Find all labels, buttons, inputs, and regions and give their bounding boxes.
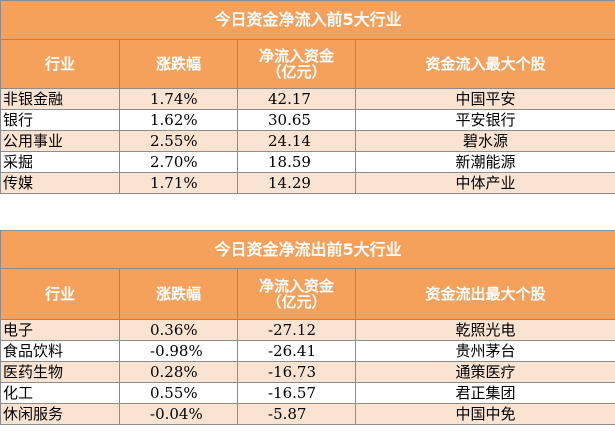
amount-cell: 24.14: [237, 130, 356, 152]
table-row: 休闲服务 -0.04% -5.87 中国中免: [0, 403, 615, 425]
outflow-header-change: 涨跌幅: [119, 268, 238, 320]
outflow-header-amount-line1: 净流入资金: [258, 276, 334, 295]
stock-cell: 中体产业: [354, 172, 615, 194]
stock-cell: 平安银行: [354, 109, 615, 131]
outflow-header-amount-line2: （亿元）: [266, 293, 327, 311]
stock-cell: 中国中免: [354, 403, 615, 425]
industry-cell: 化工: [0, 382, 120, 404]
stock-cell: 贵州茅台: [354, 340, 615, 362]
outflow-header-amount: 净流入资金 （亿元）: [237, 268, 356, 320]
change-cell: 0.55%: [119, 382, 238, 404]
stock-cell: 通策医疗: [354, 361, 615, 383]
change-cell: 1.71%: [119, 172, 238, 194]
inflow-header-top-stock: 资金流入最大个股: [354, 39, 615, 89]
table-row: 电子 0.36% -27.12 乾照光电: [0, 319, 615, 341]
table-row: 食品饮料 -0.98% -26.41 贵州茅台: [0, 340, 615, 362]
amount-cell: 42.17: [237, 88, 356, 110]
amount-cell: -5.87: [237, 403, 356, 425]
amount-cell: 18.59: [237, 151, 356, 173]
amount-cell: 14.29: [237, 172, 356, 194]
inflow-header-amount-line1: 净流入资金: [258, 46, 334, 65]
change-cell: -0.04%: [119, 403, 238, 425]
change-cell: 1.74%: [119, 88, 238, 110]
inflow-header-amount: 净流入资金 （亿元）: [237, 39, 356, 89]
industry-cell: 医药生物: [0, 361, 120, 383]
table-spacer: [0, 216, 615, 230]
table-row: 化工 0.55% -16.57 君正集团: [0, 382, 615, 404]
table-row: 非银金融 1.74% 42.17 中国平安: [0, 88, 615, 110]
outflow-header-row: 行业 涨跌幅 净流入资金 （亿元） 资金流出最大个股: [0, 268, 615, 320]
outflow-header-top-stock: 资金流出最大个股: [354, 268, 615, 320]
amount-cell: -16.73: [237, 361, 356, 383]
amount-cell: -16.57: [237, 382, 356, 404]
change-cell: 1.62%: [119, 109, 238, 131]
stock-cell: 君正集团: [354, 382, 615, 404]
industry-cell: 休闲服务: [0, 403, 120, 425]
amount-cell: 30.65: [237, 109, 356, 131]
industry-cell: 非银金融: [0, 88, 120, 110]
industry-cell: 电子: [0, 319, 120, 341]
inflow-header-change: 涨跌幅: [119, 39, 238, 89]
inflow-header-row: 行业 涨跌幅 净流入资金 （亿元） 资金流入最大个股: [0, 39, 615, 89]
change-cell: 2.70%: [119, 151, 238, 173]
table-row: 采掘 2.70% 18.59 新潮能源: [0, 151, 615, 173]
inflow-title-row: 今日资金净流入前5大行业: [0, 0, 615, 40]
table-row: 传媒 1.71% 14.29 中体产业: [0, 172, 615, 194]
stock-cell: 中国平安: [354, 88, 615, 110]
inflow-header-amount-line2: （亿元）: [266, 63, 327, 81]
outflow-table-title: 今日资金净流出前5大行业: [0, 230, 615, 269]
inflow-table-title: 今日资金净流入前5大行业: [0, 0, 615, 40]
inflow-table: 今日资金净流入前5大行业 行业 涨跌幅 净流入资金 （亿元） 资金流入最大个股 …: [0, 0, 615, 194]
outflow-table: 今日资金净流出前5大行业 行业 涨跌幅 净流入资金 （亿元） 资金流出最大个股 …: [0, 230, 615, 425]
table-row: 银行 1.62% 30.65 平安银行: [0, 109, 615, 131]
change-cell: -0.98%: [119, 340, 238, 362]
change-cell: 0.28%: [119, 361, 238, 383]
industry-cell: 公用事业: [0, 130, 120, 152]
table-row: 医药生物 0.28% -16.73 通策医疗: [0, 361, 615, 383]
industry-cell: 银行: [0, 109, 120, 131]
industry-cell: 传媒: [0, 172, 120, 194]
amount-cell: -27.12: [237, 319, 356, 341]
industry-cell: 食品饮料: [0, 340, 120, 362]
change-cell: 0.36%: [119, 319, 238, 341]
stock-cell: 乾照光电: [354, 319, 615, 341]
amount-cell: -26.41: [237, 340, 356, 362]
inflow-header-industry: 行业: [0, 39, 120, 89]
industry-cell: 采掘: [0, 151, 120, 173]
stock-cell: 新潮能源: [354, 151, 615, 173]
change-cell: 2.55%: [119, 130, 238, 152]
outflow-header-industry: 行业: [0, 268, 120, 320]
outflow-title-row: 今日资金净流出前5大行业: [0, 230, 615, 269]
table-row: 公用事业 2.55% 24.14 碧水源: [0, 130, 615, 152]
stock-cell: 碧水源: [354, 130, 615, 152]
